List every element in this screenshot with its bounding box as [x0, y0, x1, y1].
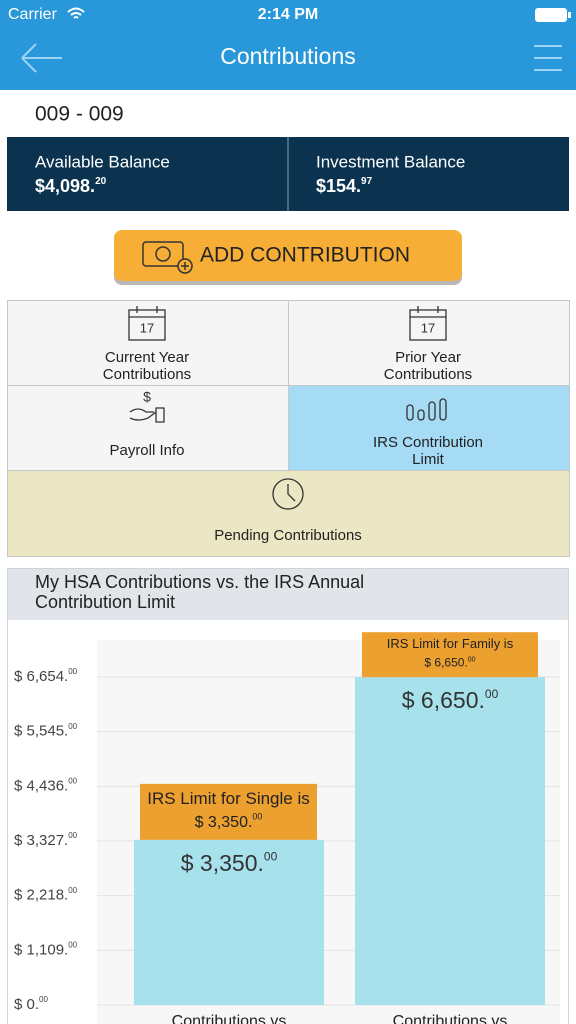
battery-tip — [568, 12, 571, 18]
tile-label: Limit — [412, 451, 445, 468]
calendar-day: 17 — [421, 320, 435, 335]
chart-icon — [406, 404, 414, 421]
tile-label: Contributions — [384, 366, 472, 383]
tile-label: Current Year — [105, 349, 189, 366]
hand-icon — [129, 407, 165, 423]
chart-icon — [439, 398, 447, 421]
y-tick-label: $ 6,654.00 — [14, 667, 78, 685]
plot: $ 0.00 $ 1,109.00 $ 2,218.00 $ 3,327.00 $ 4,… — [14, 632, 560, 1024]
money-icon-coin — [155, 246, 171, 262]
button-label: ADD CONTRIBUTION — [200, 244, 410, 267]
tile-label: Payroll Info — [109, 442, 184, 459]
clock-icon — [272, 478, 304, 510]
amount: $4,098. — [35, 176, 95, 196]
tile-selected[interactable] — [288, 385, 570, 471]
tile[interactable] — [7, 385, 289, 471]
nav-title: Contributions — [220, 43, 356, 69]
chart-title: Contribution Limit — [35, 592, 175, 612]
bar — [355, 677, 545, 1005]
balance-label: Available Balance — [35, 152, 170, 171]
calendar-icon-top — [129, 306, 165, 318]
annotation-amount: $ 6,650.00 — [424, 656, 475, 670]
add-contribution-button[interactable]: ADD CONTRIBUTION — [114, 230, 462, 285]
tile-grid — [7, 300, 570, 557]
balance-amount: $4,098.20 — [35, 176, 107, 196]
tile-label: IRS Contribution — [373, 434, 483, 451]
clock: 2:14 PM — [258, 6, 318, 23]
back-button[interactable] — [21, 43, 62, 73]
y-tick-label: $ 3,327.00 — [14, 831, 78, 849]
tile[interactable] — [288, 300, 570, 386]
tile-label: Prior Year — [395, 349, 461, 366]
cents: 20 — [95, 176, 107, 187]
money-icon — [142, 241, 184, 267]
calendar-icon — [128, 309, 166, 341]
annotation-box — [140, 783, 317, 840]
annotation-amount: $ 3,350.00 — [195, 812, 263, 831]
x-tick-label: Contributions vs — [393, 1013, 508, 1024]
calendar-icon — [409, 309, 447, 341]
x-tick-label: Contributions vs — [172, 1013, 287, 1024]
chart-title: My HSA Contributions vs. the IRS Annual — [35, 572, 364, 592]
y-tick-label: $ 0.00 — [14, 995, 48, 1013]
menu-button[interactable] — [534, 45, 562, 71]
cents: 97 — [361, 176, 373, 187]
calendar-icon-top — [410, 306, 446, 318]
y-tick-label: $ 4,436.00 — [14, 777, 78, 795]
annotation-text: IRS Limit for Family is — [387, 636, 514, 651]
carrier: Carrier — [8, 6, 58, 23]
chart-icon — [428, 401, 436, 421]
calendar-day: 17 — [140, 320, 154, 335]
y-tick-label: $ 1,109.00 — [14, 941, 78, 959]
balance-label: Investment Balance — [316, 152, 465, 171]
tile-label: Pending Contributions — [214, 527, 362, 544]
value-label: $ 6,650.00 — [402, 687, 499, 713]
plus-sign — [181, 262, 189, 270]
balance-amount: $154.97 — [316, 176, 373, 196]
y-tick-label: $ 2,218.00 — [14, 886, 78, 904]
annotation-text: IRS Limit for Single is — [147, 789, 310, 808]
header-bar — [0, 0, 576, 90]
account-number: 009 - 009 — [35, 103, 124, 126]
button-bg — [114, 230, 462, 281]
y-tick-label: $ 5,545.00 — [14, 722, 78, 740]
tile-label: Contributions — [103, 366, 191, 383]
annotation-box — [362, 632, 538, 678]
bar — [134, 839, 324, 1005]
battery — [535, 8, 567, 22]
chart-header — [8, 569, 568, 620]
dollar-icon: $ — [143, 389, 151, 405]
chart-icon — [417, 409, 425, 421]
clock-hands — [287, 484, 296, 502]
wifi-icon — [67, 7, 85, 19]
value-label: $ 3,350.00 — [181, 850, 278, 876]
tile[interactable] — [7, 300, 289, 386]
amount: $154. — [316, 176, 361, 196]
